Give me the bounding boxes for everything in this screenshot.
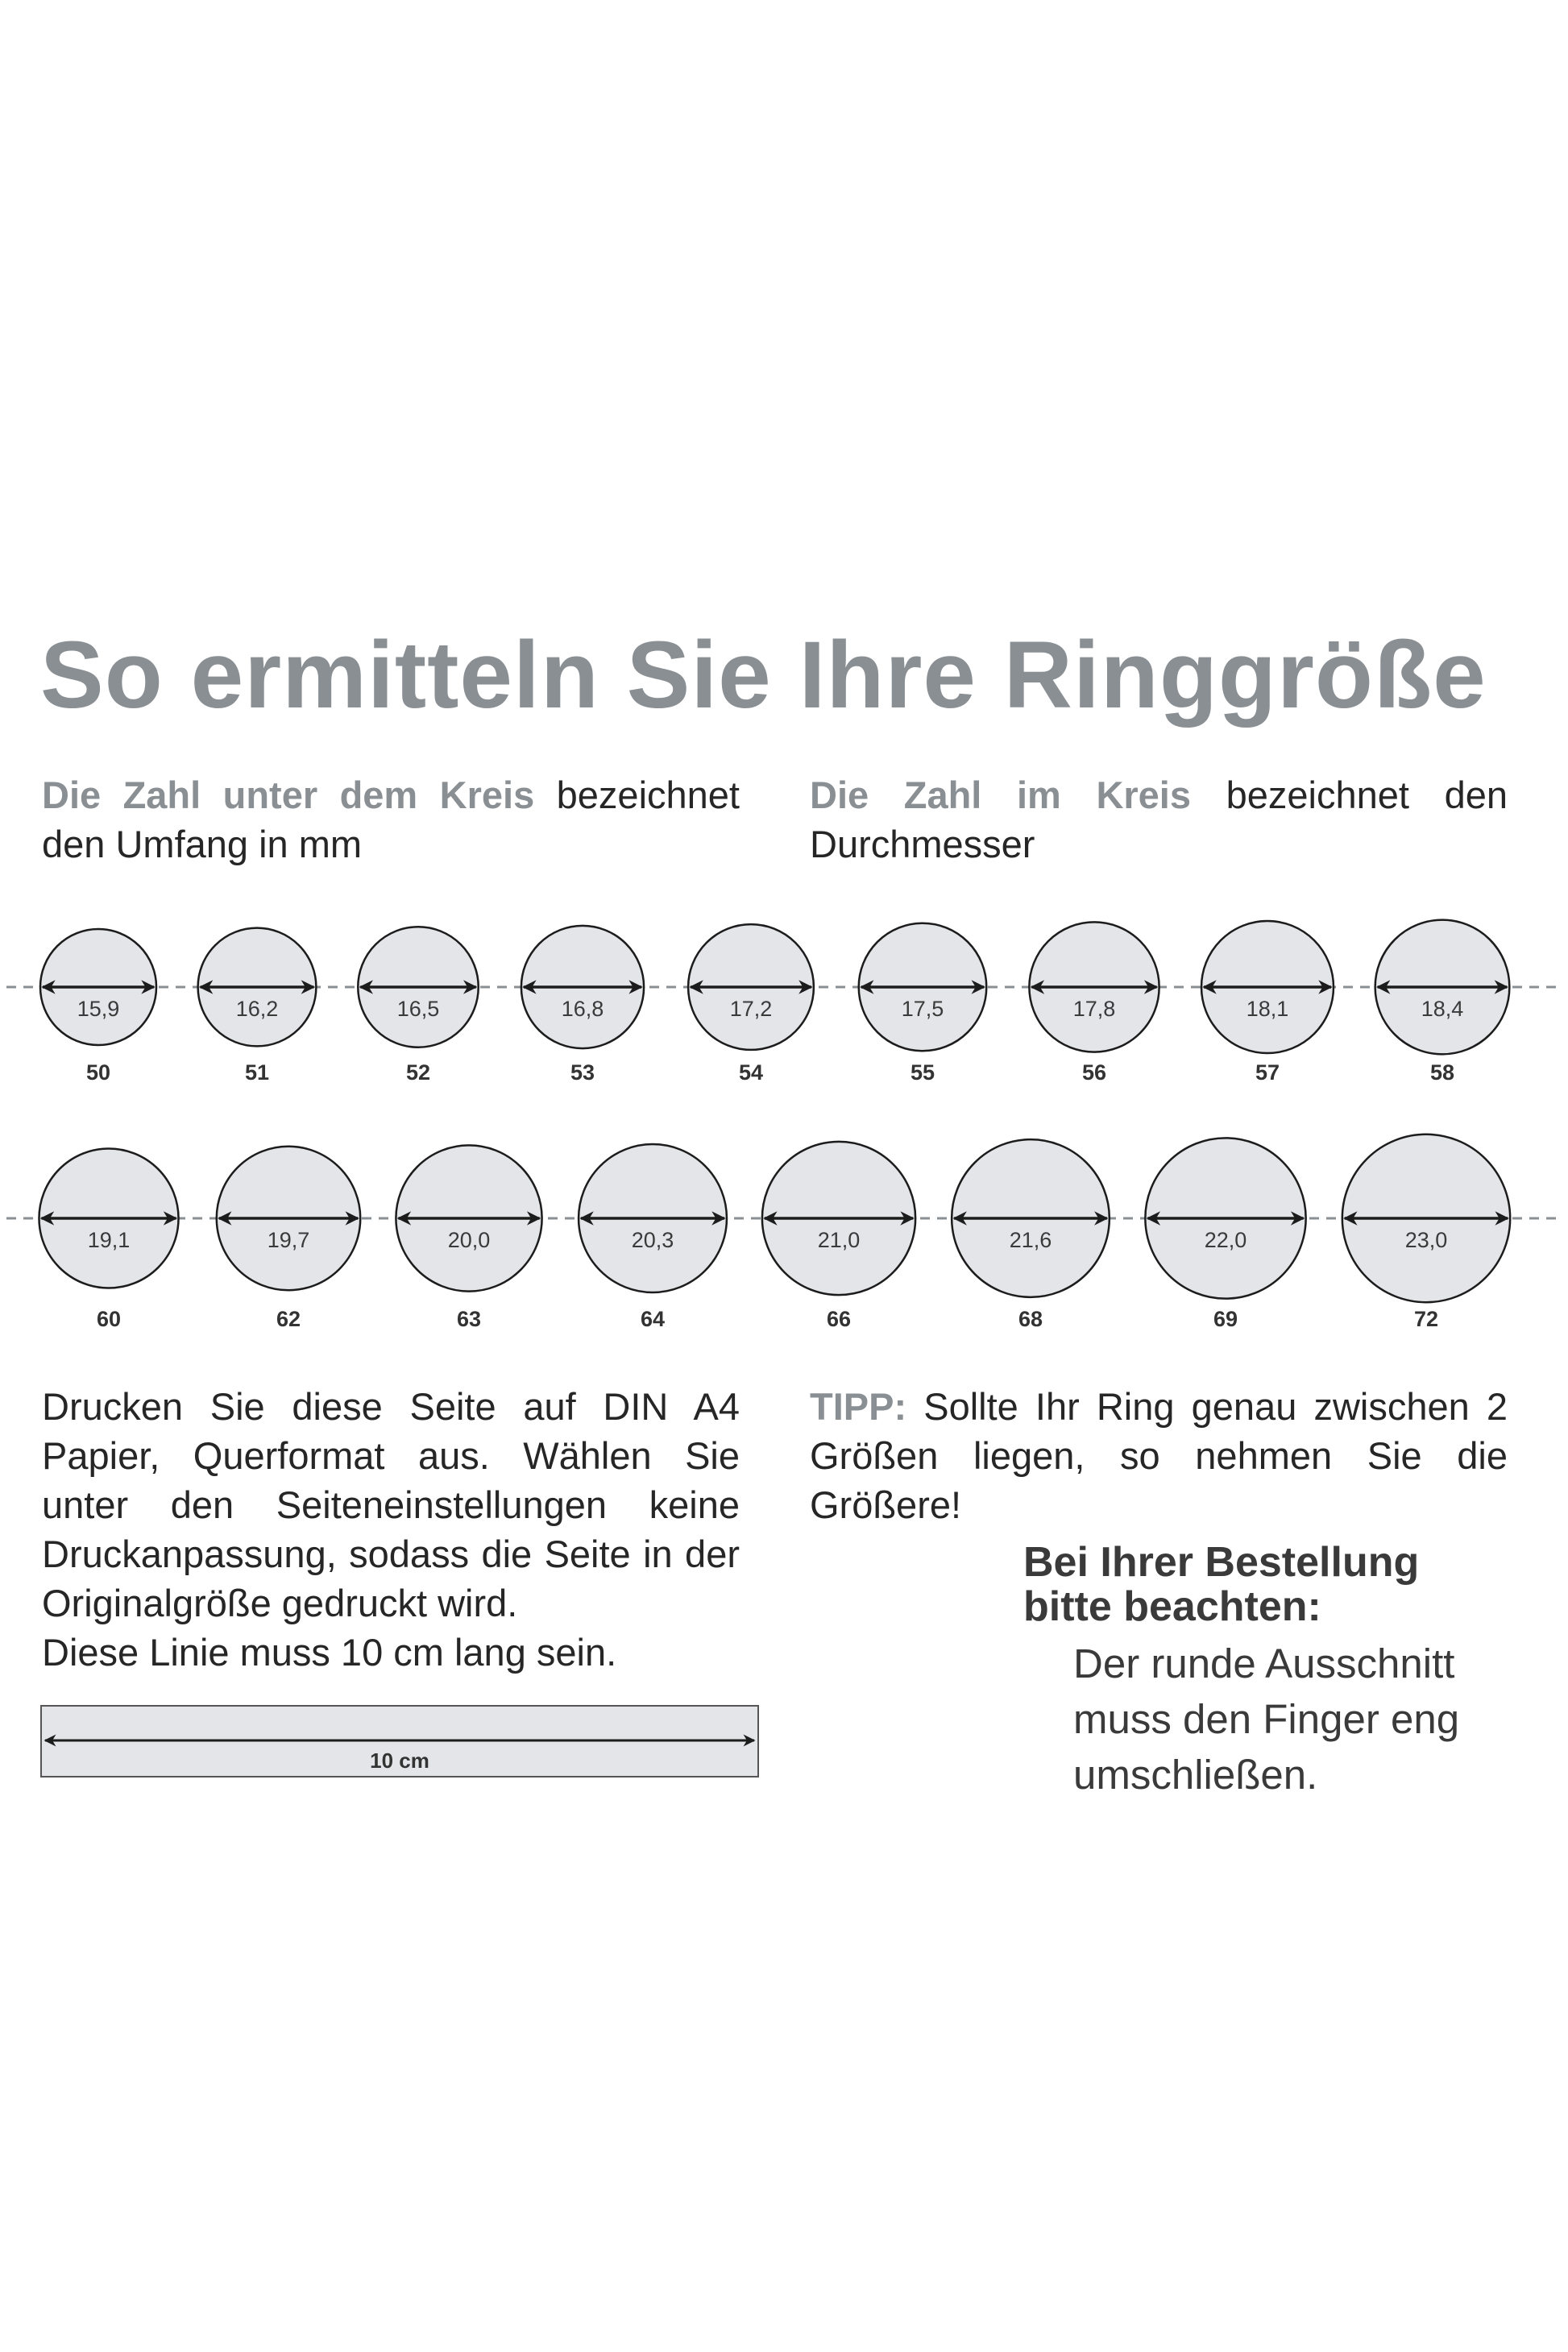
diameter-label: 16,8 xyxy=(562,997,604,1021)
order-body-line: muss den Finger eng xyxy=(1073,1696,1460,1742)
ring-50: 15,9 50 xyxy=(39,927,158,1085)
ruler-label: 10 cm xyxy=(370,1748,429,1773)
tip-note: TIPP: Sollte Ihr Ring genau zwischen 2 G… xyxy=(810,1382,1508,1529)
tip-text: Sollte Ihr Ring genau zwischen 2 Größen … xyxy=(810,1385,1508,1526)
diameter-label: 17,8 xyxy=(1073,997,1116,1021)
diameter-label: 21,0 xyxy=(818,1228,861,1252)
intro-highlight: Die Zahl im Kreis xyxy=(810,774,1192,816)
ring-size-label: 68 xyxy=(1018,1307,1043,1331)
ring-size-label: 54 xyxy=(739,1060,763,1085)
order-heading-line2: bitte beachten: xyxy=(1023,1583,1321,1630)
diameter-label: 22,0 xyxy=(1205,1228,1247,1252)
intro-highlight: Die Zahl unter dem Kreis xyxy=(42,774,535,816)
ring-62: 19,7 62 xyxy=(215,1145,362,1331)
ring-69: 22,0 69 xyxy=(1144,1137,1307,1331)
ring-size-label: 57 xyxy=(1255,1060,1280,1085)
intro-text: bezeichnet den Umfang in mm xyxy=(42,774,740,865)
print-instructions: Drucken Sie diese Seite auf DIN A4 Papie… xyxy=(42,1382,740,1677)
ring-66: 21,0 66 xyxy=(761,1140,917,1331)
ring-72: 23,0 72 xyxy=(1341,1133,1512,1331)
diameter-label: 20,0 xyxy=(448,1228,491,1252)
order-body-line: umschließen. xyxy=(1073,1752,1318,1798)
intro-text: bezeichnet den xyxy=(1191,774,1508,816)
diameter-label: 16,2 xyxy=(236,997,279,1021)
tip-label: TIPP: xyxy=(810,1385,907,1428)
diameter-label: 19,1 xyxy=(88,1228,131,1252)
ring-size-label: 58 xyxy=(1430,1060,1454,1085)
intro-text-line2: Durchmesser xyxy=(810,823,1035,865)
ring-size-label: 52 xyxy=(406,1060,430,1085)
diameter-label: 23,0 xyxy=(1405,1228,1448,1252)
ring-size-label: 51 xyxy=(245,1060,269,1085)
order-note-body: Der runde Ausschnitt muss den Finger eng… xyxy=(1073,1636,1459,1802)
ring-size-label: 56 xyxy=(1082,1060,1106,1085)
diameter-label: 17,2 xyxy=(730,997,773,1021)
ring-57: 18,1 57 xyxy=(1200,919,1335,1085)
diameter-label: 17,5 xyxy=(902,997,944,1021)
diameter-label: 21,6 xyxy=(1010,1228,1052,1252)
ring-53: 16,8 53 xyxy=(520,924,645,1085)
diameter-label: 18,4 xyxy=(1421,997,1464,1021)
ring-56: 17,8 56 xyxy=(1028,921,1160,1085)
ring-size-label: 60 xyxy=(97,1307,121,1331)
diameter-label: 15,9 xyxy=(77,997,120,1021)
ring-size-label: 55 xyxy=(911,1060,935,1085)
ring-60: 19,1 60 xyxy=(38,1147,180,1331)
ring-size-label: 53 xyxy=(570,1060,595,1085)
print-instructions-line: Diese Linie muss 10 cm lang sein. xyxy=(42,1631,617,1674)
order-heading-line1: Bei Ihrer Bestellung xyxy=(1023,1539,1420,1586)
ring-size-label: 69 xyxy=(1213,1307,1238,1331)
ring-size-label: 50 xyxy=(86,1060,110,1085)
diameter-label: 18,1 xyxy=(1247,997,1289,1021)
ring-64: 20,3 64 xyxy=(577,1143,728,1331)
diameter-label: 19,7 xyxy=(268,1228,310,1252)
ring-51: 16,2 51 xyxy=(197,927,317,1085)
diameter-label: 20,3 xyxy=(632,1228,674,1252)
page-title: So ermitteln Sie Ihre Ringgröße xyxy=(40,622,1487,728)
ring-size-label: 64 xyxy=(641,1307,665,1331)
ring-size-label: 62 xyxy=(276,1307,301,1331)
ring-63: 20,0 63 xyxy=(395,1144,543,1331)
order-body-line: Der runde Ausschnitt xyxy=(1073,1641,1455,1686)
print-instructions-main: Drucken Sie diese Seite auf DIN A4 Papie… xyxy=(42,1385,740,1624)
ring-54: 17,2 54 xyxy=(687,923,815,1085)
diameter-label: 16,5 xyxy=(397,997,440,1021)
ring-size-label: 63 xyxy=(457,1307,481,1331)
ring-68: 21,6 68 xyxy=(950,1138,1111,1331)
ring-size-label: 72 xyxy=(1414,1307,1438,1331)
ring-55: 17,5 55 xyxy=(857,922,988,1085)
ring-size-label: 66 xyxy=(827,1307,851,1331)
ring-58: 18,4 58 xyxy=(1374,919,1511,1085)
ring-52: 16,5 52 xyxy=(357,926,479,1085)
intro-diameter-note: Die Zahl im Kreis bezeichnet den Durchmes… xyxy=(810,770,1508,869)
intro-circumference-note: Die Zahl unter dem Kreis bezeichnet den … xyxy=(42,770,740,869)
order-note-heading: Bei Ihrer Bestellung bitte beachten: xyxy=(1023,1541,1419,1629)
